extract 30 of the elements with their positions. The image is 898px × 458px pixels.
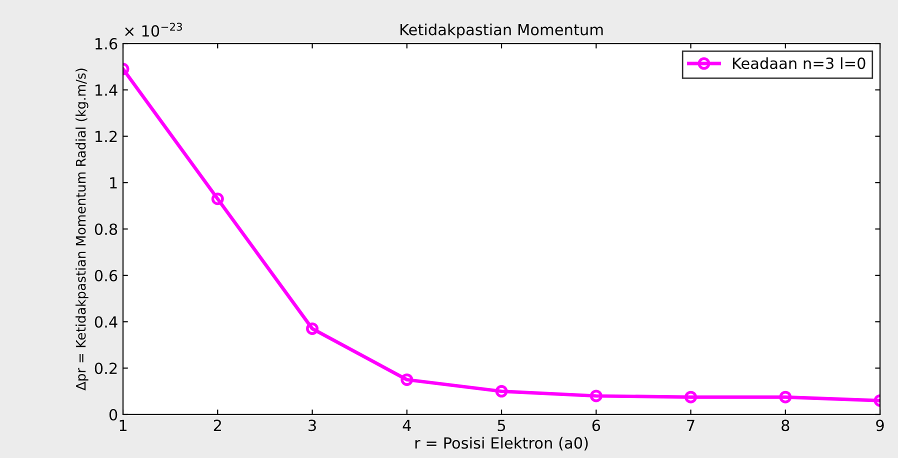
legend-label: Keadaan n=3 l=0 <box>732 57 866 70</box>
y-tick-label: 1.2 <box>96 130 117 142</box>
y-tick-label: 0.6 <box>94 270 118 282</box>
point <box>684 390 698 404</box>
x-tick-label: 7 <box>687 420 694 431</box>
x-tick-label: 9 <box>876 420 884 432</box>
chart-title: Ketidakpastian Momentum <box>400 24 603 38</box>
y-tick-label: 0.4 <box>94 316 118 328</box>
point <box>211 192 224 206</box>
x-tick-label: 2 <box>214 420 221 431</box>
point <box>400 373 414 386</box>
y-tick-label: 1 <box>110 177 117 188</box>
y-tick-label: 1.4 <box>96 84 118 96</box>
point <box>306 322 319 335</box>
y-tick-label: 1.6 <box>96 38 118 50</box>
x-axis-title: r = Posisi Elektron (a0) <box>415 436 588 451</box>
x-tick-label: 8 <box>782 420 790 432</box>
x-tick-label: 6 <box>592 420 600 432</box>
point <box>590 390 602 402</box>
y-tick-label: 0.8 <box>94 223 118 236</box>
y-tick-label: 0 <box>109 408 118 421</box>
x-tick-label: 4 <box>402 420 411 431</box>
point <box>779 390 792 404</box>
y-axis-title: ∆pr = Ketidakpastian Momentum Radial (kg.m/s) <box>76 68 88 391</box>
x-tick-label: 1 <box>120 420 126 431</box>
point <box>495 385 508 398</box>
y-tick-label: 0.2 <box>94 362 117 374</box>
text: × 10$^{−23}$ <box>125 22 182 37</box>
x-tick-label: 3 <box>308 420 316 432</box>
x-tick-label: 5 <box>498 420 506 432</box>
